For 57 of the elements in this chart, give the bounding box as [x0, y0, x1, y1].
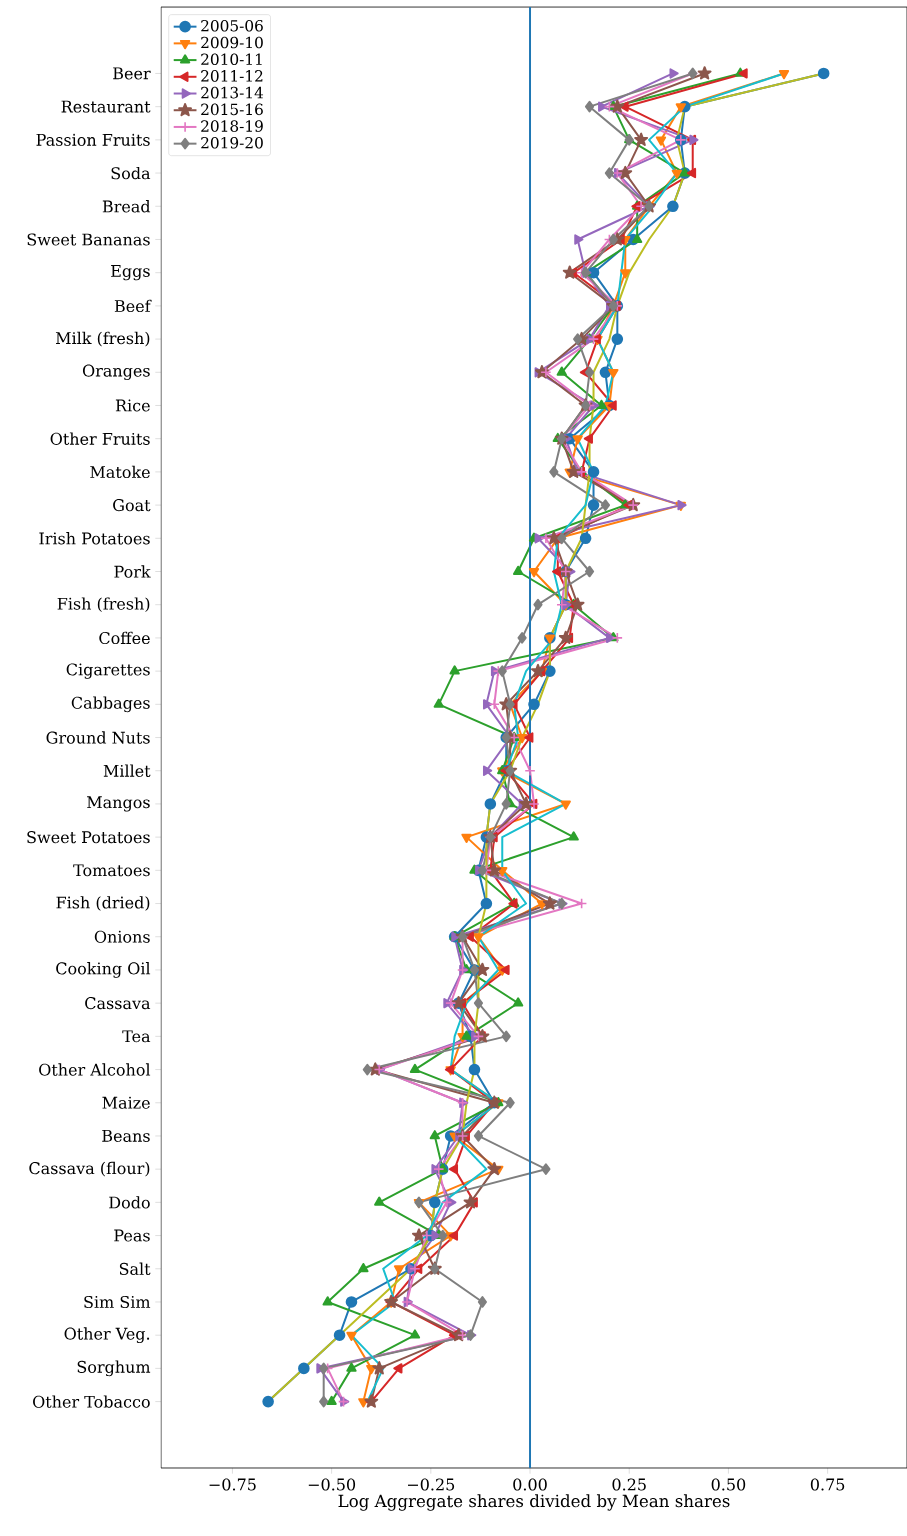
y-tick-label: Sweet Potatoes	[27, 831, 150, 844]
legend-label: 2019-20	[201, 136, 263, 149]
y-tick-label: Passion Fruits	[36, 133, 150, 146]
y-tick-label: Cassava	[84, 997, 150, 1010]
y-tick-label: Peas	[114, 1229, 150, 1242]
x-tick-label: 0.00	[513, 1478, 547, 1491]
y-tick-label: Coffee	[99, 631, 150, 645]
y-tick-label: Cassava (flour)	[29, 1161, 150, 1177]
y-tick-label: Matoke	[90, 465, 150, 479]
y-tick-label: Fish (fresh)	[57, 597, 150, 613]
y-tick-label: Millet	[103, 764, 151, 777]
legend-label: 2011-12	[201, 70, 263, 82]
x-axis-title: Log Aggregate shares divided by Mean shares	[338, 1494, 730, 1511]
x-tick-label: 0.50	[711, 1478, 745, 1491]
y-tick-label: Other Tobacco	[32, 1395, 150, 1408]
x-tick-label: −0.50	[308, 1478, 355, 1491]
y-tick-label: Mangos	[86, 796, 150, 812]
y-tick-label: Rice	[115, 399, 150, 412]
y-tick-label: Other Fruits	[50, 432, 150, 445]
y-tick-label: Salt	[119, 1262, 151, 1275]
x-tick-label: 0.25	[612, 1478, 646, 1491]
y-tick-label: Beef	[114, 299, 152, 313]
x-tick-label: −0.25	[407, 1478, 454, 1491]
y-tick-label: Bread	[102, 200, 150, 213]
y-tick-label: Other Veg.	[64, 1327, 149, 1344]
y-tick-label: Sorghum	[77, 1360, 150, 1377]
y-tick-label: Oranges	[82, 364, 150, 381]
y-tick-label: Maize	[102, 1096, 150, 1109]
y-tick-label: Eggs	[110, 265, 150, 281]
legend-label: 2010-11	[201, 53, 262, 65]
y-tick-label: Ground Nuts	[46, 731, 150, 744]
y-tick-label: Other Alcohol	[38, 1063, 150, 1076]
y-tick-label: Restaurant	[61, 100, 151, 113]
y-tick-label: Beans	[102, 1130, 150, 1142]
y-tick-label: Dodo	[108, 1196, 150, 1209]
y-tick-label: Cabbages	[71, 696, 150, 713]
y-tick-label: Irish Potatoes	[39, 532, 150, 545]
y-tick-label: Fish (dried)	[56, 896, 150, 911]
y-tick-label: Pork	[114, 565, 151, 578]
y-tick-label: Sweet Bananas	[27, 233, 150, 246]
y-tick-label: Sim Sim	[84, 1295, 150, 1309]
x-tick-label: 0.75	[810, 1478, 845, 1491]
y-tick-label: Goat	[112, 499, 151, 512]
y-tick-label: Milk (fresh)	[55, 331, 150, 347]
legend-label: 2018-19	[201, 120, 263, 132]
x-tick-label: −0.75	[209, 1478, 256, 1491]
legend-label: 2009-10	[201, 36, 263, 49]
legend-label: 2005-06	[201, 19, 263, 32]
y-tick-label: Tea	[122, 1030, 150, 1043]
y-tick-label: Soda	[111, 166, 150, 180]
y-tick-label: Beer	[112, 67, 151, 80]
legend-label: 2013-14	[201, 86, 263, 99]
y-tick-label: Onions	[94, 930, 150, 943]
y-tick-label: Tomatoes	[73, 864, 150, 877]
legend-label: 2015-16	[201, 103, 263, 116]
y-tick-label: Cigarettes	[66, 663, 150, 679]
y-tick-label: Cooking Oil	[56, 962, 150, 978]
